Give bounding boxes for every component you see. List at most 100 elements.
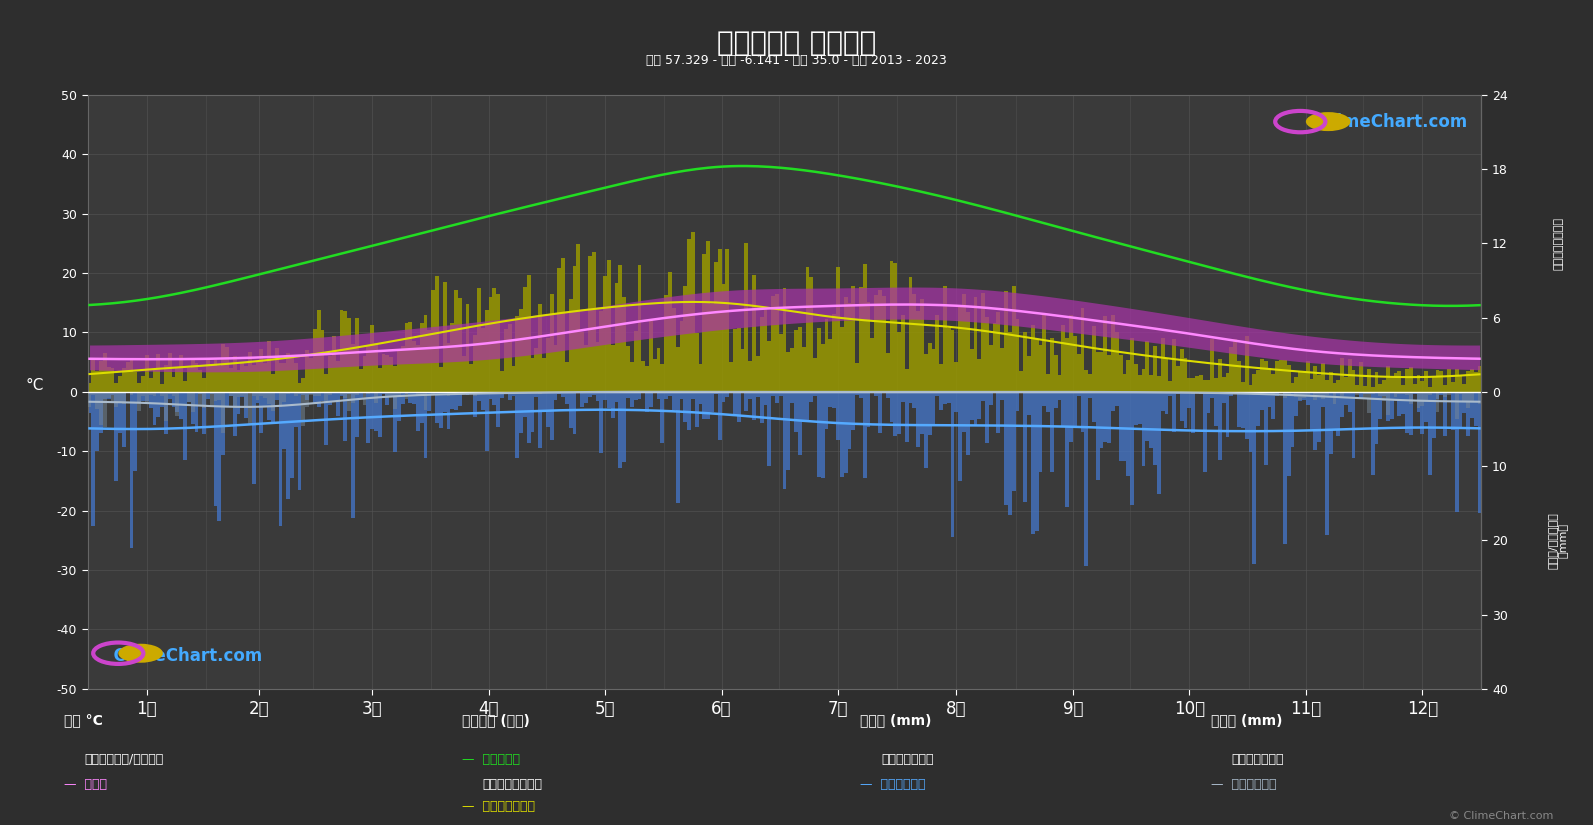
Bar <box>236 392 241 414</box>
Bar <box>473 392 478 396</box>
Bar <box>252 392 255 483</box>
Bar <box>459 392 462 406</box>
Bar <box>744 243 749 392</box>
Bar <box>1020 370 1023 392</box>
Bar <box>1023 392 1027 502</box>
Bar <box>591 392 596 394</box>
Bar <box>744 392 749 411</box>
Bar <box>675 392 680 503</box>
Bar <box>325 392 328 402</box>
Bar <box>271 375 274 392</box>
Bar <box>454 392 459 410</box>
Bar <box>1142 369 1145 392</box>
Bar <box>1333 392 1337 403</box>
Bar <box>1386 392 1389 415</box>
Bar <box>1432 376 1435 392</box>
Bar <box>1080 309 1085 392</box>
Bar <box>741 349 744 392</box>
Bar <box>691 392 695 399</box>
Bar <box>648 321 653 392</box>
Bar <box>604 392 607 400</box>
Bar <box>924 392 927 468</box>
Bar <box>1211 338 1214 392</box>
Bar <box>1134 364 1137 392</box>
Bar <box>347 392 350 411</box>
Bar <box>1383 392 1386 396</box>
Bar <box>1241 382 1244 392</box>
Bar <box>1301 392 1306 400</box>
Bar <box>446 392 451 429</box>
Bar <box>992 323 997 392</box>
Bar <box>1161 338 1164 392</box>
Bar <box>137 392 142 403</box>
Bar <box>1432 392 1435 438</box>
Bar <box>1268 392 1271 407</box>
Bar <box>1012 286 1016 392</box>
Bar <box>440 392 443 427</box>
Bar <box>1035 392 1039 530</box>
Bar <box>148 378 153 392</box>
Bar <box>1263 392 1268 393</box>
Bar <box>1091 326 1096 392</box>
Bar <box>699 364 703 392</box>
Bar <box>218 392 221 521</box>
Bar <box>393 366 397 392</box>
Bar <box>1214 379 1219 392</box>
Bar <box>1080 392 1085 431</box>
Bar <box>844 297 847 392</box>
Bar <box>274 392 279 393</box>
Bar <box>331 336 336 392</box>
Bar <box>1306 392 1309 405</box>
Bar <box>667 392 672 396</box>
Bar <box>599 392 604 453</box>
Bar <box>1325 380 1329 392</box>
Bar <box>355 392 358 436</box>
Bar <box>317 392 320 396</box>
Bar <box>812 358 817 392</box>
Bar <box>1016 318 1020 392</box>
Bar <box>913 392 916 408</box>
Bar <box>260 349 263 392</box>
Bar <box>1066 338 1069 392</box>
Bar <box>298 392 301 394</box>
Bar <box>1309 379 1314 392</box>
Bar <box>908 392 913 403</box>
Bar <box>355 392 358 395</box>
Bar <box>221 392 225 432</box>
Bar <box>279 392 282 526</box>
Bar <box>1451 382 1454 392</box>
Bar <box>626 392 629 398</box>
Bar <box>1195 392 1200 393</box>
Bar <box>1004 392 1008 505</box>
Bar <box>626 346 629 392</box>
Bar <box>706 392 710 419</box>
Bar <box>927 343 932 392</box>
Bar <box>1378 392 1383 419</box>
Bar <box>366 392 370 394</box>
Bar <box>1309 392 1314 429</box>
Bar <box>175 367 180 392</box>
Bar <box>695 332 699 392</box>
Bar <box>424 315 427 392</box>
Bar <box>1145 392 1149 441</box>
Bar <box>1047 392 1050 412</box>
Bar <box>515 392 519 458</box>
Bar <box>244 366 249 392</box>
Bar <box>534 348 538 392</box>
Bar <box>812 392 817 395</box>
Bar <box>1222 392 1225 403</box>
Bar <box>1050 392 1055 472</box>
Bar <box>683 392 687 422</box>
Bar <box>244 392 249 408</box>
Bar <box>546 338 550 392</box>
Bar <box>443 392 446 412</box>
Bar <box>1478 366 1481 392</box>
Bar <box>1394 373 1397 392</box>
Bar <box>413 392 416 393</box>
Bar <box>1279 392 1282 394</box>
Bar <box>1050 338 1055 392</box>
Bar <box>421 392 424 422</box>
Bar <box>1454 392 1459 512</box>
Bar <box>137 383 142 392</box>
Text: 気候グラフ スカイ島: 気候グラフ スカイ島 <box>717 29 876 57</box>
